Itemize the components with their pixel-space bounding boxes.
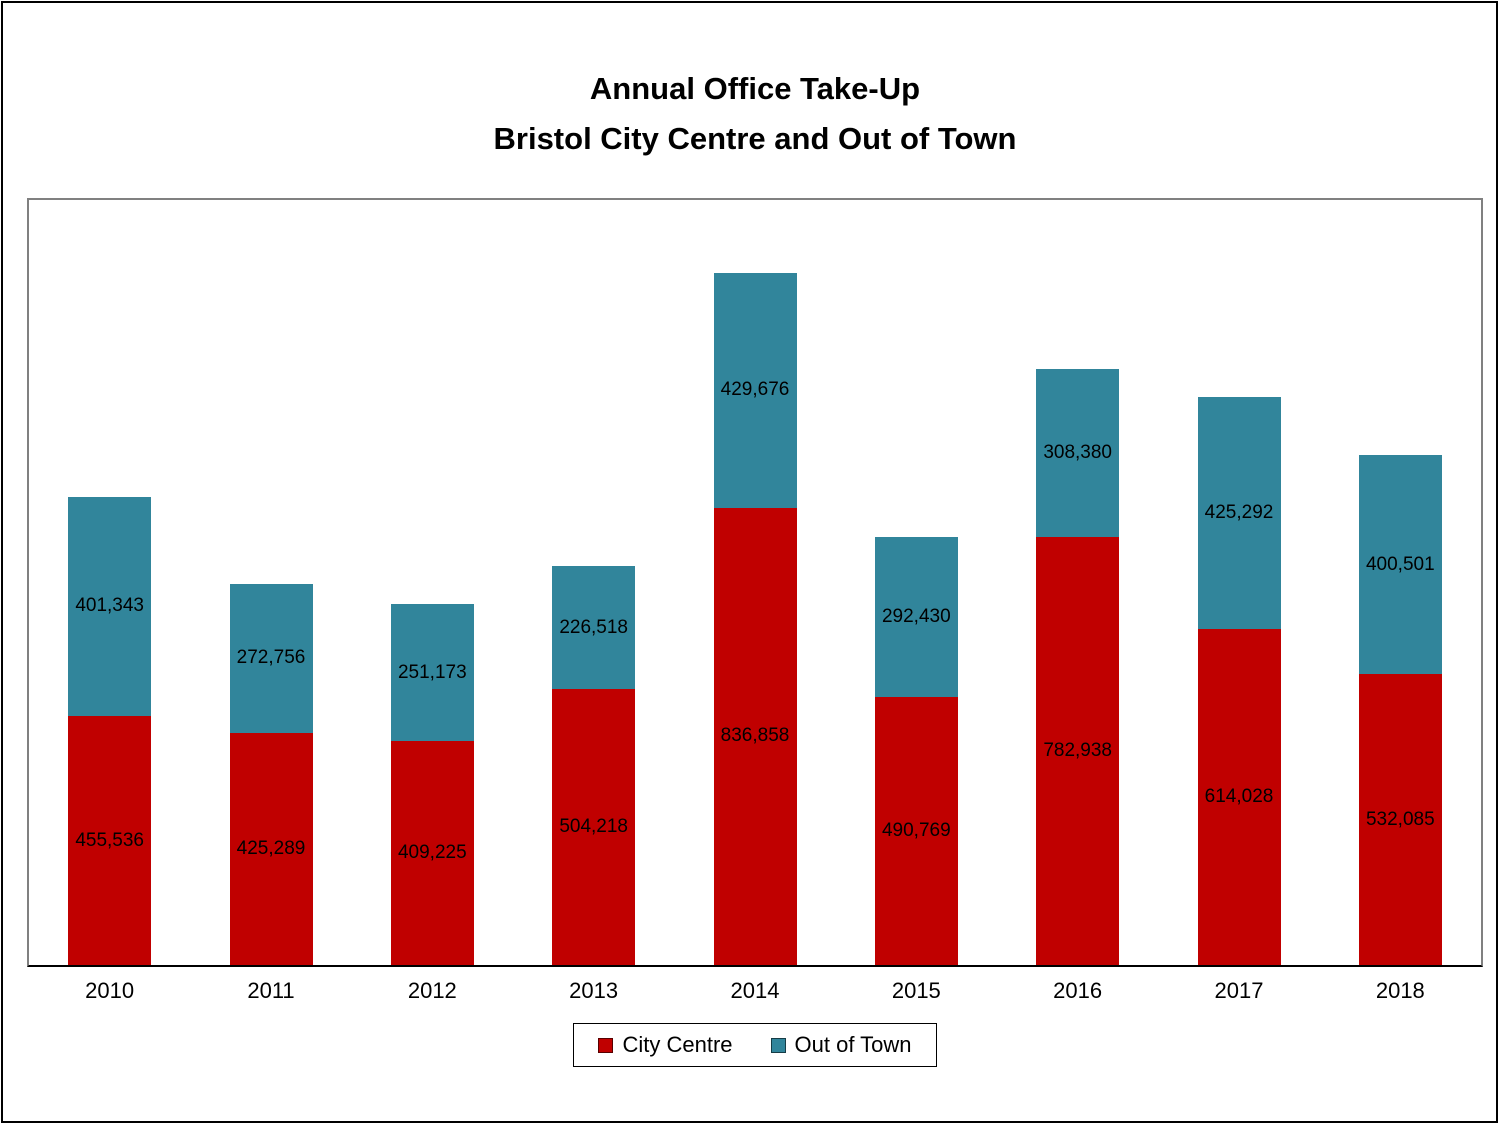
bar-group-2015: 490,769 292,430 <box>874 537 958 965</box>
legend-row: City Centre Out of Town <box>0 1023 1501 1067</box>
legend-swatch-out-of-town-icon <box>770 1037 786 1053</box>
bar-segment-out-of-town <box>1197 397 1281 630</box>
data-label-out-of-town: 272,756 <box>236 647 306 669</box>
data-label-city-centre: 455,536 <box>75 829 144 851</box>
x-axis-label-2014: 2014 <box>730 978 780 1003</box>
chart-title: Annual Office Take-Up Bristol City Centr… <box>27 64 1483 164</box>
legend: City Centre Out of Town <box>573 1023 937 1067</box>
x-axis-label-2015: 2015 <box>891 978 941 1003</box>
bar-segment-out-of-town <box>229 583 313 733</box>
chart-title-line1: Annual Office Take-Up <box>589 71 921 106</box>
bar-segment-city-centre <box>874 696 958 965</box>
data-label-city-centre: 490,769 <box>881 819 951 841</box>
data-label-out-of-town: 308,380 <box>1043 441 1112 463</box>
data-label-city-centre: 782,938 <box>1043 740 1112 762</box>
bar-segment-city-centre <box>1197 629 1281 965</box>
data-label-city-centre: 409,225 <box>397 842 467 864</box>
data-label-out-of-town: 425,292 <box>1204 502 1274 524</box>
legend-swatch-city-centre-icon <box>598 1037 614 1053</box>
chart-title-line2: Bristol City Centre and Out of Town <box>493 121 1017 156</box>
data-label-city-centre: 614,028 <box>1204 786 1274 808</box>
data-label-out-of-town: 226,518 <box>559 616 628 638</box>
bar-segment-city-centre <box>1358 674 1442 965</box>
bar-segment-out-of-town <box>874 537 958 697</box>
plot-area: 455,536 401,343 425,289 272,756 409,225 251,1… <box>27 198 1483 967</box>
bar-segment-city-centre <box>229 732 313 965</box>
bar-segment-out-of-town <box>552 565 636 690</box>
bar-segment-city-centre <box>390 741 474 965</box>
data-label-out-of-town: 400,501 <box>1365 553 1435 575</box>
bar-segment-city-centre <box>713 507 797 965</box>
x-axis-label-2016: 2016 <box>1053 978 1103 1003</box>
bar-group-2018: 532,085 400,501 <box>1358 455 1442 965</box>
x-axis-label-2018: 2018 <box>1375 978 1425 1003</box>
bar-segment-city-centre <box>68 716 152 965</box>
bar-group-2011: 425,289 272,756 <box>229 583 313 965</box>
bar-group-2017: 614,028 425,292 <box>1197 397 1281 965</box>
bar-segment-out-of-town <box>1358 455 1442 675</box>
bar-segment-city-centre <box>1036 537 1120 965</box>
x-axis-label-2012: 2012 <box>407 978 457 1003</box>
x-axis-label-2013: 2013 <box>569 978 619 1003</box>
x-axis: 2010 2011 2012 2013 2014 2015 2016 2017 2018 <box>27 978 1483 1010</box>
bar-group-2010: 455,536 401,343 <box>68 496 152 965</box>
data-label-city-centre: 504,218 <box>559 816 628 838</box>
bar-segment-out-of-town <box>390 604 474 742</box>
data-label-out-of-town: 251,173 <box>397 661 467 683</box>
data-label-city-centre: 532,085 <box>1365 808 1435 830</box>
bar-group-2013: 504,218 226,518 <box>552 565 636 965</box>
legend-item-out-of-town: Out of Town <box>770 1032 912 1058</box>
bar-segment-out-of-town <box>1036 368 1120 538</box>
legend-item-city-centre: City Centre <box>598 1032 733 1058</box>
legend-label: City Centre <box>622 1032 733 1057</box>
bar-segment-out-of-town <box>68 496 152 717</box>
x-axis-label-2017: 2017 <box>1214 978 1264 1003</box>
data-label-out-of-town: 401,343 <box>75 595 144 617</box>
data-label-out-of-town: 429,676 <box>720 379 790 401</box>
legend-label: Out of Town <box>794 1032 912 1057</box>
bar-group-2016: 782,938 308,380 <box>1036 368 1120 965</box>
data-label-city-centre: 836,858 <box>720 725 790 747</box>
bar-segment-city-centre <box>552 689 636 965</box>
x-axis-label-2010: 2010 <box>85 978 135 1003</box>
data-label-city-centre: 425,289 <box>236 837 306 859</box>
bar-group-2014: 836,858 429,676 <box>713 272 797 965</box>
data-label-out-of-town: 292,430 <box>881 605 951 627</box>
bar-group-2012: 409,225 251,173 <box>390 604 474 965</box>
x-axis-label-2011: 2011 <box>247 978 295 1003</box>
bar-segment-out-of-town <box>713 272 797 508</box>
